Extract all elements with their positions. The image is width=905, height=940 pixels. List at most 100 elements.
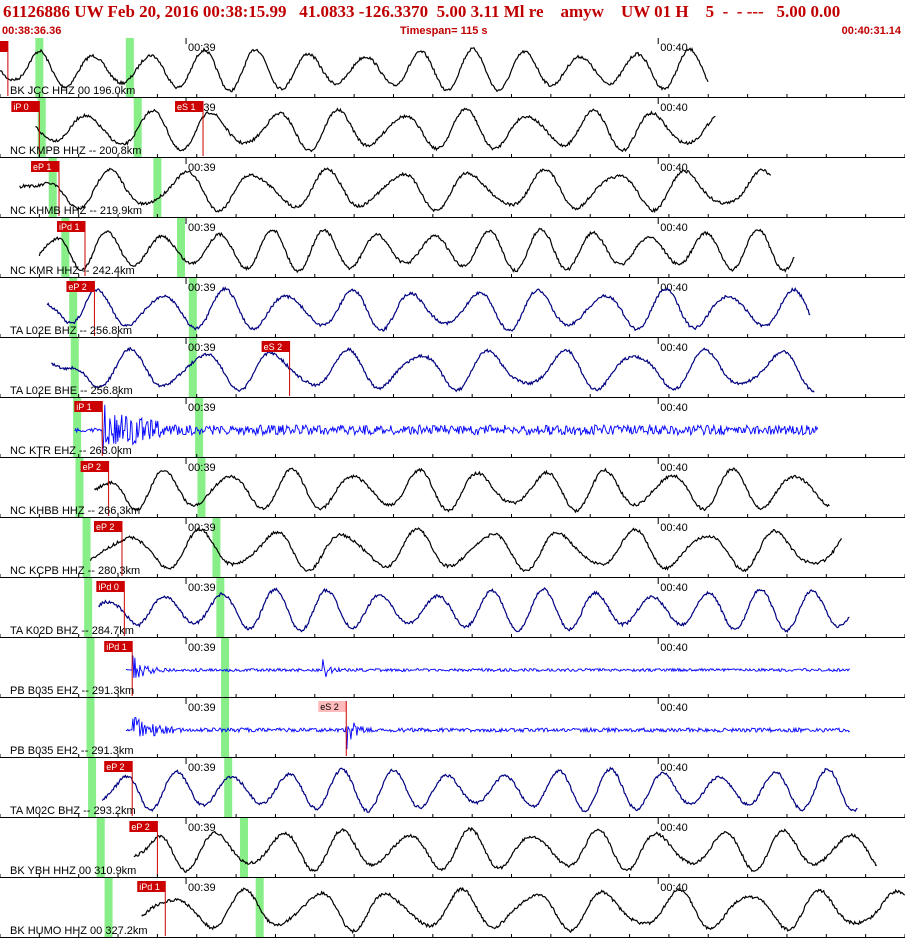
trace-row: 00:39 00:40 eP 2 TA L02E BHZ -- 256.8km <box>0 278 905 338</box>
pick-label: iP 0 <box>13 102 28 112</box>
pick-label: iPd 1 <box>139 882 160 892</box>
end-time: 00:40:31.14 <box>841 25 901 37</box>
s-marker <box>35 38 44 98</box>
trace-row: 00:39 00:40 eP 1 NC KHMB HHZ -- 219.9km <box>0 158 905 218</box>
event-title: 61126886 UW Feb 20, 2016 00:38:15.99 41.… <box>3 2 841 21</box>
time-tick-label: 00:40 <box>660 402 688 414</box>
s-marker <box>82 518 91 578</box>
s-marker <box>239 818 248 878</box>
pick-flag <box>56 221 85 232</box>
time-tick-label: 00:39 <box>188 702 216 714</box>
trace-row: 00:39 00:40 eP 2 NC KHBB HHZ -- 266.3km <box>0 458 905 518</box>
waveform <box>98 587 850 633</box>
pick-flag <box>11 101 40 112</box>
station-label: TA M02C BHZ -- 293.2km <box>10 805 136 817</box>
pick-flag <box>66 281 95 292</box>
pick-label: iPd 1 <box>106 642 127 652</box>
pick-label: iP 1 <box>76 402 91 412</box>
waveform <box>93 467 830 514</box>
pick-flag <box>74 401 103 412</box>
pick-label: eP 2 <box>83 462 101 472</box>
time-tick-label: 00:40 <box>660 522 688 534</box>
time-tick-label: 00:40 <box>660 762 688 774</box>
time-tick-label: 00:39 <box>188 162 216 174</box>
pick-flag <box>261 341 290 352</box>
s-marker <box>216 578 225 638</box>
s-marker <box>188 278 197 338</box>
s-marker <box>224 758 233 818</box>
s-marker <box>221 698 230 758</box>
trace-row: 00:39 00:40 iPd 1 NC KMR HHZ -- 242.4km <box>0 218 905 278</box>
s-marker <box>177 218 185 278</box>
trace-row: 00:39 00:40 eS 2 PB B035 EH2 -- 291.3km <box>0 698 905 758</box>
time-tick-label: 00:40 <box>660 822 688 834</box>
time-tick-label: 00:39 <box>188 762 216 774</box>
pick-flag <box>96 581 125 592</box>
s-marker <box>48 158 57 218</box>
time-tick-label: 00:40 <box>660 462 688 474</box>
station-label: NC KMR HHZ -- 242.4km <box>10 265 135 277</box>
time-tick-label: 00:39 <box>188 822 216 834</box>
trace-row: 00:39 00:40 iPd 0 TA K02D BHZ -- 284.7km <box>0 578 905 638</box>
station-label: TA K02D BHZ -- 284.7km <box>10 625 134 637</box>
waveform <box>0 46 709 93</box>
s-marker <box>37 98 46 158</box>
time-tick-label: 00:40 <box>660 222 688 234</box>
time-tick-label: 00:39 <box>188 882 216 894</box>
trace-row: 00:39 00:40 eP 2 NC KCPB HHZ -- 280.3km <box>0 518 905 578</box>
station-label: BK JCC HHZ 00 196.0km <box>10 85 135 97</box>
s-marker <box>188 338 197 398</box>
timespan-label: Timespan= 115 s <box>400 25 488 37</box>
station-label: TA L02E BHE -- 256.8km <box>10 385 133 397</box>
s-marker <box>73 398 82 458</box>
trace-row: 00:39 00:40 eS 2 TA L02E BHE -- 256.8km <box>0 338 905 398</box>
time-tick-label: 00:40 <box>660 582 688 594</box>
s-marker <box>125 38 134 98</box>
pick-flag <box>31 161 60 172</box>
time-tick-label: 00:39 <box>188 222 216 234</box>
trace-row: 00:39 00:40 eP 2 TA M02C BHZ -- 293.2km <box>0 758 905 818</box>
header-bar: 61126886 UW Feb 20, 2016 00:38:15.99 41.… <box>0 0 905 38</box>
pick-label: iPd 1 <box>59 222 80 232</box>
s-marker <box>153 158 162 218</box>
s-marker <box>197 458 206 518</box>
pick-label: eP 2 <box>96 522 114 532</box>
s-marker <box>75 458 84 518</box>
waveform <box>19 167 772 214</box>
time-tick-label: 00:40 <box>660 342 688 354</box>
trace-row: 00:39 00:40 iPd 1 PB B035 EHZ -- 291.3km <box>0 638 905 698</box>
s-marker <box>104 878 113 938</box>
s-marker <box>61 218 70 278</box>
trace-row: 00:39 00:40 eP 2 BK YBH HHZ 00 310.9km <box>0 818 905 878</box>
time-tick-label: 00:39 <box>188 522 216 534</box>
station-label: PB B035 EHZ -- 291.3km <box>10 685 134 697</box>
station-label: NC KHBB HHZ -- 266.3km <box>10 505 140 517</box>
waveform <box>38 227 795 274</box>
time-tick-label: 00:40 <box>660 162 688 174</box>
pick-label: eP 1 <box>33 162 51 172</box>
pick-label: eP 2 <box>106 762 124 772</box>
pick-label: eS 1 <box>177 102 196 112</box>
waveform <box>133 826 878 874</box>
time-tick-label: 00:40 <box>660 42 688 54</box>
time-tick-label: 00:40 <box>660 282 688 294</box>
seismogram-plot[interactable]: 00:39 00:40 iP 1 BK JCC HHZ 00 196.0km 00:39… <box>0 38 905 940</box>
pick-flag <box>80 461 109 472</box>
s-marker <box>195 398 204 458</box>
station-label: PB B035 EH2 -- 291.3km <box>10 745 134 757</box>
pick-label: eS 2 <box>264 342 283 352</box>
pick-flag <box>93 521 122 532</box>
waveform <box>101 766 858 814</box>
time-tick-label: 00:40 <box>660 642 688 654</box>
waveform <box>51 346 815 393</box>
time-tick-label: 00:39 <box>188 402 216 414</box>
pick-label: eS 2 <box>320 702 339 712</box>
pick-flag <box>137 881 166 892</box>
waveform <box>125 717 851 750</box>
pick-flag <box>175 101 204 112</box>
pick-flag <box>318 701 347 712</box>
pick-flag <box>0 41 8 52</box>
station-label: NC KHMB HHZ -- 219.9km <box>10 205 142 217</box>
time-tick-label: 00:39 <box>188 342 216 354</box>
